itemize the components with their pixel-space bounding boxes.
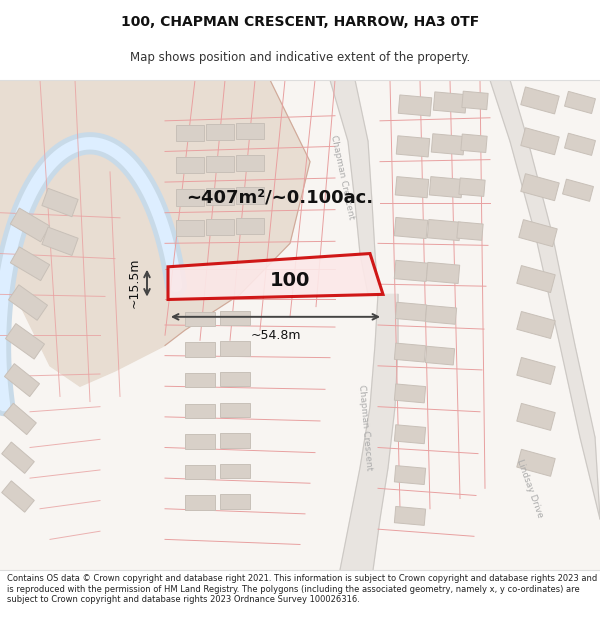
- Polygon shape: [176, 220, 204, 236]
- Text: Chapman Crescent: Chapman Crescent: [357, 384, 373, 471]
- Polygon shape: [0, 80, 310, 386]
- Polygon shape: [360, 407, 395, 468]
- Polygon shape: [563, 179, 593, 201]
- Polygon shape: [535, 233, 575, 346]
- Text: ~407m²/~0.100ac.: ~407m²/~0.100ac.: [187, 188, 374, 206]
- Polygon shape: [510, 141, 552, 233]
- Polygon shape: [394, 506, 425, 526]
- Polygon shape: [517, 311, 555, 339]
- Polygon shape: [206, 124, 234, 140]
- Polygon shape: [431, 134, 465, 155]
- Polygon shape: [42, 227, 78, 256]
- Polygon shape: [517, 357, 555, 384]
- Polygon shape: [176, 157, 204, 173]
- Text: ~15.5m: ~15.5m: [128, 258, 141, 308]
- Polygon shape: [2, 442, 34, 473]
- Polygon shape: [42, 188, 78, 217]
- Polygon shape: [394, 217, 428, 239]
- Text: Lindsay Drive: Lindsay Drive: [515, 458, 545, 519]
- Polygon shape: [517, 266, 555, 292]
- Polygon shape: [236, 154, 264, 171]
- Text: 100, CHAPMAN CRESCENT, HARROW, HA3 0TF: 100, CHAPMAN CRESCENT, HARROW, HA3 0TF: [121, 16, 479, 29]
- Polygon shape: [220, 402, 250, 417]
- Text: ~54.8m: ~54.8m: [250, 329, 301, 342]
- Polygon shape: [4, 403, 37, 434]
- Polygon shape: [236, 123, 264, 139]
- Polygon shape: [340, 519, 380, 570]
- Polygon shape: [370, 346, 398, 407]
- Polygon shape: [220, 464, 250, 478]
- Polygon shape: [427, 219, 461, 241]
- Polygon shape: [565, 133, 595, 156]
- Polygon shape: [490, 80, 528, 141]
- Polygon shape: [395, 302, 427, 321]
- Polygon shape: [236, 188, 264, 204]
- Polygon shape: [355, 202, 375, 254]
- Polygon shape: [394, 384, 425, 403]
- Polygon shape: [394, 466, 425, 484]
- Polygon shape: [560, 346, 595, 438]
- Polygon shape: [426, 262, 460, 284]
- Polygon shape: [425, 346, 455, 365]
- Polygon shape: [185, 342, 215, 357]
- Polygon shape: [185, 434, 215, 449]
- Polygon shape: [176, 125, 204, 141]
- Polygon shape: [185, 373, 215, 388]
- Polygon shape: [4, 364, 40, 397]
- Polygon shape: [521, 87, 559, 114]
- Polygon shape: [461, 134, 487, 152]
- Text: 100: 100: [270, 271, 310, 289]
- Polygon shape: [185, 465, 215, 479]
- Polygon shape: [429, 177, 463, 198]
- Polygon shape: [398, 95, 432, 116]
- Polygon shape: [206, 188, 234, 204]
- Polygon shape: [185, 312, 215, 326]
- Polygon shape: [565, 91, 595, 114]
- Polygon shape: [168, 254, 383, 299]
- Polygon shape: [220, 341, 250, 356]
- Polygon shape: [394, 343, 425, 362]
- Polygon shape: [350, 468, 388, 519]
- Polygon shape: [206, 156, 234, 172]
- Text: Map shows position and indicative extent of the property.: Map shows position and indicative extent…: [130, 51, 470, 64]
- Polygon shape: [394, 425, 425, 444]
- Polygon shape: [185, 404, 215, 418]
- Polygon shape: [521, 174, 559, 201]
- Text: Chapman Crescent: Chapman Crescent: [329, 134, 355, 220]
- Polygon shape: [330, 80, 368, 141]
- Polygon shape: [10, 247, 50, 281]
- Polygon shape: [462, 91, 488, 109]
- Polygon shape: [375, 294, 398, 346]
- Polygon shape: [580, 438, 600, 519]
- Polygon shape: [521, 127, 559, 155]
- Text: Contains OS data © Crown copyright and database right 2021. This information is : Contains OS data © Crown copyright and d…: [7, 574, 598, 604]
- Polygon shape: [8, 285, 47, 321]
- Polygon shape: [185, 496, 215, 510]
- Polygon shape: [10, 208, 50, 242]
- Polygon shape: [519, 219, 557, 247]
- Polygon shape: [206, 219, 234, 235]
- Polygon shape: [433, 92, 467, 113]
- Polygon shape: [348, 141, 372, 202]
- Polygon shape: [396, 136, 430, 157]
- Polygon shape: [459, 178, 485, 196]
- Polygon shape: [517, 449, 555, 476]
- Polygon shape: [220, 433, 250, 447]
- Polygon shape: [220, 372, 250, 386]
- Polygon shape: [394, 261, 428, 281]
- Polygon shape: [457, 222, 483, 241]
- Polygon shape: [220, 494, 250, 509]
- Polygon shape: [360, 254, 378, 294]
- Polygon shape: [5, 324, 44, 359]
- Polygon shape: [220, 311, 250, 325]
- Polygon shape: [236, 217, 264, 234]
- Polygon shape: [395, 177, 429, 198]
- Polygon shape: [517, 403, 555, 431]
- Polygon shape: [2, 481, 34, 512]
- Polygon shape: [176, 189, 204, 206]
- Polygon shape: [425, 306, 457, 324]
